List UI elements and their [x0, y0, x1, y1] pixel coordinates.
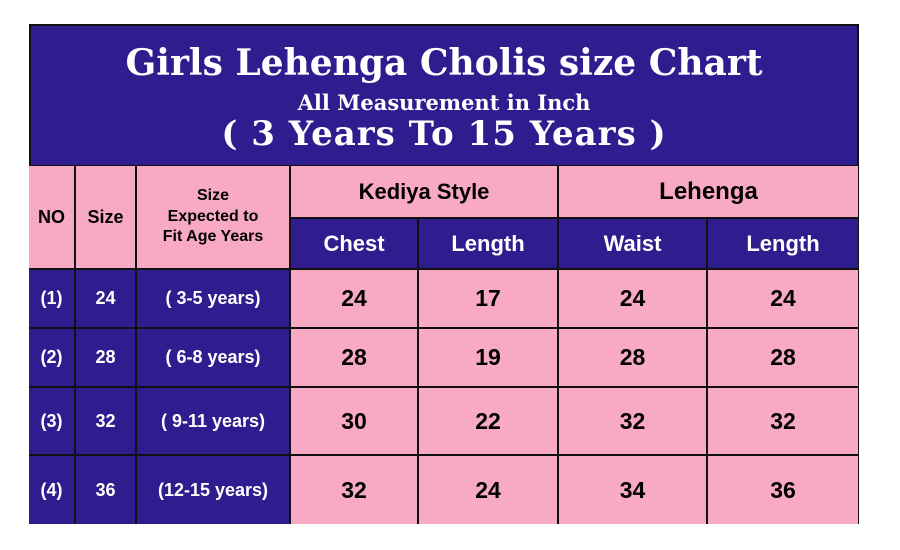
- header-age-line: Size: [196, 186, 229, 204]
- cell-waist: 24: [559, 270, 706, 327]
- cell-chest: 32: [291, 456, 417, 524]
- header-kediya-length: Length: [419, 219, 557, 268]
- cell-l-length: 32: [708, 388, 858, 454]
- size-table: NO Size Size Expected to Fit Age Years K…: [29, 166, 858, 524]
- cell-waist: 28: [559, 329, 706, 386]
- header-no: NO: [29, 166, 74, 268]
- cell-size: 36: [76, 456, 135, 524]
- header-age: Size Expected to Fit Age Years: [137, 166, 289, 268]
- header-kediya-style: Kediya Style: [291, 166, 557, 217]
- chart-subtitle: All Measurement in Inch: [297, 90, 591, 115]
- header-lehenga-length: Length: [708, 219, 858, 268]
- cell-k-length: 17: [419, 270, 557, 327]
- cell-chest: 30: [291, 388, 417, 454]
- cell-chest: 24: [291, 270, 417, 327]
- cell-size: 32: [76, 388, 135, 454]
- cell-waist: 34: [559, 456, 706, 524]
- cell-l-length: 28: [708, 329, 858, 386]
- cell-k-length: 24: [419, 456, 557, 524]
- cell-k-length: 19: [419, 329, 557, 386]
- title-banner: Girls Lehenga Cholis size Chart All Meas…: [31, 26, 857, 165]
- header-age-line: Fit Age Years: [162, 228, 264, 246]
- cell-waist: 32: [559, 388, 706, 454]
- age-range: ( 3 Years To 15 Years ): [221, 114, 667, 154]
- header-chest: Chest: [291, 219, 417, 268]
- header-waist: Waist: [559, 219, 706, 268]
- header-lehenga: Lehenga: [559, 166, 858, 217]
- header-age-line: Expected to: [167, 207, 259, 225]
- cell-age: ( 9-11 years): [137, 388, 289, 454]
- cell-age: ( 6-8 years): [137, 329, 289, 386]
- cell-k-length: 22: [419, 388, 557, 454]
- cell-age: ( 3-5 years): [137, 270, 289, 327]
- cell-chest: 28: [291, 329, 417, 386]
- cell-l-length: 36: [708, 456, 858, 524]
- cell-age: (12-15 years): [137, 456, 289, 524]
- cell-size: 24: [76, 270, 135, 327]
- chart-title: Girls Lehenga Cholis size Chart: [125, 42, 763, 84]
- size-chart: Girls Lehenga Cholis size Chart All Meas…: [29, 24, 859, 524]
- cell-no: (3): [29, 388, 74, 454]
- cell-l-length: 24: [708, 270, 858, 327]
- cell-no: (1): [29, 270, 74, 327]
- header-size: Size: [76, 166, 135, 268]
- cell-no: (4): [29, 456, 74, 524]
- cell-size: 28: [76, 329, 135, 386]
- cell-no: (2): [29, 329, 74, 386]
